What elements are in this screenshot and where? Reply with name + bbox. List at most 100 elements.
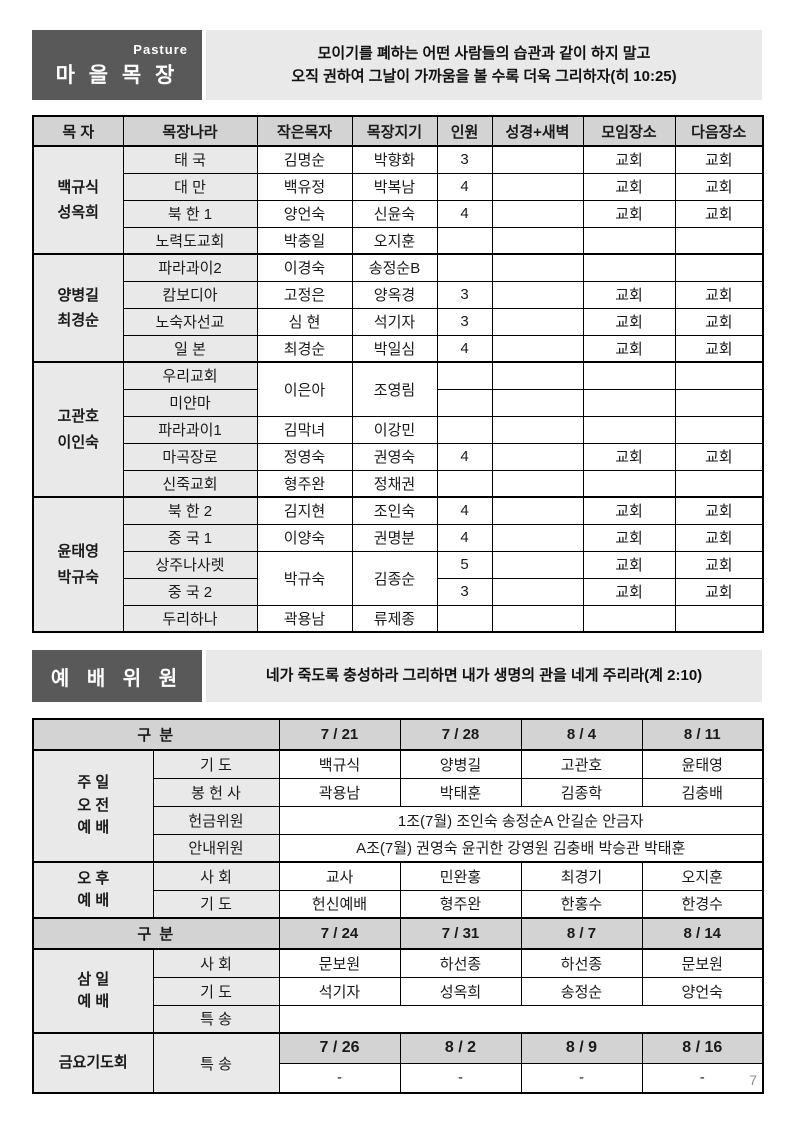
worship-header-row-2: 구 분 7 / 24 7 / 31 8 / 7 8 / 14 [32, 917, 764, 950]
cell-count: 4 [436, 199, 493, 228]
cell-person: 박태훈 [399, 777, 522, 807]
cell-country: 노숙자선교 [122, 307, 258, 336]
cell-person: 곽용남 [278, 777, 401, 807]
table-row: 캄보디아 고정은 양옥경 3 교회 교회 [33, 280, 764, 309]
col-header-date: 8 / 11 [641, 718, 764, 751]
cell-person: 송정순 [520, 976, 643, 1006]
table-row: 일 본 최경순 박일심 4 교회 교회 [33, 334, 764, 363]
col-header-bible-dawn: 성경+새벽 [491, 115, 584, 147]
cell-role: 봉 헌 사 [152, 777, 280, 807]
cell-person: 한홍수 [520, 889, 643, 919]
cell-country: 파라과이1 [122, 415, 258, 444]
table-row: 마곡장로 정영숙 권영숙 4 교회 교회 [33, 442, 764, 471]
cell-next-place [674, 415, 764, 444]
cell-keeper: 권명분 [351, 523, 438, 552]
cell-count: 4 [436, 523, 493, 552]
cell-place: 교회 [582, 334, 676, 363]
col-header-date: 8 / 4 [520, 718, 643, 751]
cell-keeper: 양옥경 [351, 280, 438, 309]
cell-country: 노력도교회 [122, 226, 258, 255]
table-row: 금요기도회 특 송 7 / 26 8 / 2 8 / 9 8 / 16 [32, 1032, 764, 1094]
cell-keeper: 조인숙 [351, 496, 438, 525]
cell-country: 북 한 1 [122, 199, 258, 228]
cell-place: 교회 [582, 280, 676, 309]
cell-bible [491, 280, 584, 309]
cell-country: 우리교회 [122, 361, 258, 390]
cell-count: 5 [436, 550, 493, 579]
cell-place [582, 388, 676, 417]
cell-leader: 곽용남 [256, 604, 353, 633]
cell-person: 교사 [278, 861, 401, 891]
table-row: 상주나사렛 박규숙 김종순 5 교회 교회 [33, 550, 764, 606]
cell-place: 교회 [582, 496, 676, 525]
table-row: 기 도 석기자 성옥희 송정순 양언숙 [33, 976, 764, 1006]
cell-next-place [674, 388, 764, 417]
pasture-badge-korean: 마 을 목 장 [55, 63, 179, 87]
pasture-table: 목 자 목장나라 작은목자 목장지기 인원 성경+새벽 모임장소 다음장소 백규… [32, 115, 764, 633]
cell-place: 교회 [582, 442, 676, 471]
cell-keeper: 정채권 [351, 469, 438, 498]
shepherd-group-name: 백규식 성옥희 [32, 145, 124, 255]
table-row: 안내위원 A조(7월) 권영숙 윤귀한 강영원 김충배 박승관 박태훈 [33, 833, 764, 863]
shepherd-group-name: 고관호 이인숙 [32, 361, 124, 498]
table-row: 두리하나 곽용남 류제종 [33, 604, 764, 633]
col-header-shepherd: 목 자 [32, 115, 124, 147]
cell-place: 교회 [582, 145, 676, 174]
cell-bible [491, 523, 584, 552]
cell-country: 태 국 [122, 145, 258, 174]
service-group-friday-prayer: 금요기도회 [32, 1032, 154, 1094]
cell-place [582, 469, 676, 498]
cell-person: 오지훈 [641, 861, 764, 891]
cell-country: 신죽교회 [122, 469, 258, 498]
col-header-next-place: 다음장소 [674, 115, 764, 147]
cell-bible [491, 577, 584, 606]
cell-count [436, 388, 493, 417]
cell-place: 교회 [582, 172, 676, 201]
cell-country: 일 본 [122, 334, 258, 363]
worship-section-banner: 예 배 위 원 네가 죽도록 충성하라 그리하면 내가 생명의 관을 네게 주리… [32, 650, 762, 702]
cell-next-place [674, 226, 764, 255]
cell-person: 윤태영 [641, 749, 764, 779]
cell-role: 특 송 [152, 1004, 280, 1034]
cell-friday-date: 8 / 9 [520, 1032, 643, 1064]
cell-person: 하선종 [520, 948, 643, 978]
col-header-meeting-place: 모임장소 [582, 115, 676, 147]
cell-friday-date: 8 / 2 [399, 1032, 522, 1064]
cell-country: 대 만 [122, 172, 258, 201]
cell-person: 고관호 [520, 749, 643, 779]
col-header-small-shepherd: 작은목자 [256, 115, 353, 147]
cell-keeper: 조영림 [351, 361, 438, 417]
col-header-date: 7 / 24 [278, 917, 401, 950]
table-row: 노숙자선교 심 현 석기자 3 교회 교회 [33, 307, 764, 336]
cell-keeper: 신윤숙 [351, 199, 438, 228]
service-group-afternoon: 오 후 예 배 [32, 861, 154, 919]
table-row: 신죽교회 형주완 정채권 [33, 469, 764, 498]
cell-person: 김충배 [641, 777, 764, 807]
cell-place: 교회 [582, 523, 676, 552]
cell-count: 4 [436, 334, 493, 363]
cell-person: 민완홍 [399, 861, 522, 891]
worship-table: 구 분 7 / 21 7 / 28 8 / 4 8 / 11 주 일 오 전 예… [32, 718, 764, 1094]
cell-keeper: 석기자 [351, 307, 438, 336]
cell-keeper: 김종순 [351, 550, 438, 606]
cell-leader: 심 현 [256, 307, 353, 336]
cell-leader: 박충일 [256, 226, 353, 255]
cell-bible [491, 199, 584, 228]
cell-friday-value: - [278, 1062, 401, 1094]
cell-person: 형주완 [399, 889, 522, 919]
cell-count: 4 [436, 496, 493, 525]
cell-friday-value: - [641, 1062, 764, 1094]
cell-leader: 형주완 [256, 469, 353, 498]
service-group-wednesday: 삼 일 예 배 [32, 948, 154, 1034]
shepherd-group-name: 양병길 최경순 [32, 253, 124, 363]
cell-bible [491, 469, 584, 498]
cell-place [582, 604, 676, 633]
cell-next-place: 교회 [674, 199, 764, 228]
cell-leader: 백유정 [256, 172, 353, 201]
cell-bible [491, 253, 584, 282]
cell-country: 상주나사렛 [122, 550, 258, 579]
cell-person: 김종학 [520, 777, 643, 807]
col-header-date: 8 / 7 [520, 917, 643, 950]
cell-next-place: 교회 [674, 172, 764, 201]
cell-next-place: 교회 [674, 577, 764, 606]
